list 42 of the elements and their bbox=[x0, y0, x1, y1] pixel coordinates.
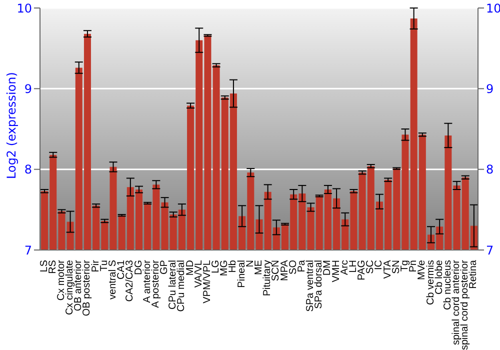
x-tick-label: DG bbox=[133, 260, 144, 275]
x-tick-label: N bbox=[244, 260, 256, 268]
x-tick-label: LS bbox=[38, 260, 50, 272]
x-tick-label: LH bbox=[348, 260, 359, 273]
x-tick-label: Pituitary bbox=[262, 260, 274, 296]
x-tick-label: Hb bbox=[228, 260, 239, 273]
x-tick-label: RS bbox=[47, 260, 58, 274]
x-tick-label: DM bbox=[322, 260, 334, 276]
x-tick-label: SO bbox=[288, 260, 299, 274]
x-tick-label: ventral S bbox=[108, 260, 118, 300]
x-tick-label: CPu medial bbox=[176, 260, 188, 312]
x-tick-label: VMH bbox=[330, 260, 342, 282]
y2-tick-label: 7 bbox=[486, 243, 494, 258]
x-tick-label: MPA bbox=[279, 260, 290, 281]
x-tick-label: Cb nucleus bbox=[442, 260, 454, 310]
y-tick-label: 10 bbox=[16, 1, 32, 16]
x-tick-label: Pa bbox=[296, 260, 308, 272]
x-tick-label: A anterior bbox=[142, 259, 153, 303]
y-tick-label: 7 bbox=[24, 243, 32, 258]
x-tick-label: MVe bbox=[416, 260, 428, 280]
y-tick-label: 9 bbox=[24, 82, 32, 96]
x-tick-label: SN bbox=[390, 260, 402, 274]
x-tick-label: Pineal bbox=[236, 260, 248, 288]
y-tick-label: 8 bbox=[24, 162, 32, 177]
x-tick-label: A posterior bbox=[150, 259, 162, 308]
y2-tick-label: 9 bbox=[486, 82, 494, 96]
y-axis-title: Log2 (expression) bbox=[4, 72, 18, 179]
x-tick-label: OB posterior bbox=[82, 259, 93, 316]
x-tick-label: spinal cord posterior bbox=[460, 259, 471, 350]
x-tick-label: CA2/CA3 bbox=[124, 260, 136, 302]
x-tick-label: Tg bbox=[400, 260, 410, 272]
x-tick-label: Retina bbox=[468, 260, 480, 289]
x-tick-label: Cb lobe bbox=[434, 260, 445, 294]
x-tick-label: ME bbox=[254, 260, 264, 275]
x-tick-label: VPM/VPL bbox=[202, 260, 213, 304]
x-tick-label: VTA bbox=[382, 260, 394, 279]
y2-tick-label: 8 bbox=[486, 162, 494, 177]
x-tick-label: Pir bbox=[90, 259, 102, 272]
x-tick-label: Arc bbox=[339, 260, 350, 275]
x-tick-label: IC bbox=[374, 260, 385, 270]
x-tick-label: Tu bbox=[98, 260, 110, 272]
x-tick-label: SCN bbox=[270, 260, 282, 282]
